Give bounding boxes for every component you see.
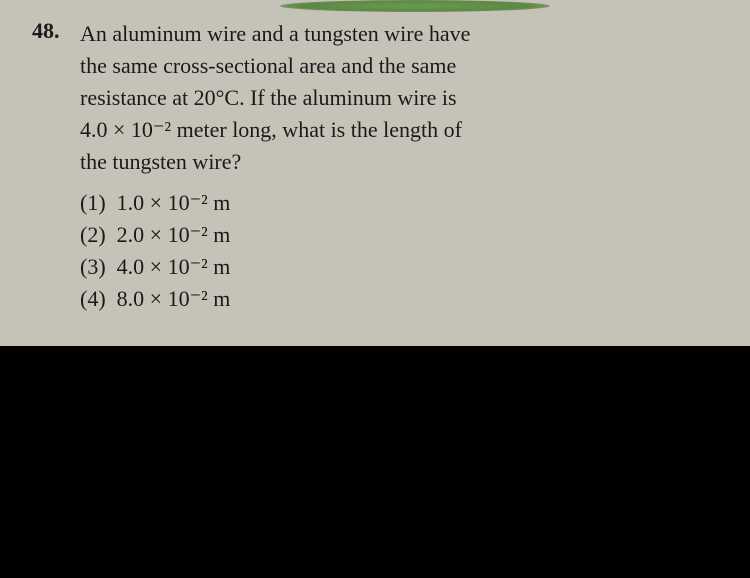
option-3-num: (3) xyxy=(80,254,106,279)
option-3: (3) 4.0 × 10⁻² m xyxy=(80,251,718,283)
option-2: (2) 2.0 × 10⁻² m xyxy=(80,219,718,251)
options-list: (1) 1.0 × 10⁻² m (2) 2.0 × 10⁻² m (3) 4.… xyxy=(80,187,718,315)
highlighter-mark xyxy=(280,0,550,12)
option-3-value: 4.0 × 10⁻² m xyxy=(117,254,231,279)
option-2-value: 2.0 × 10⁻² m xyxy=(117,222,231,247)
question-block: 48. An aluminum wire and a tungsten wire… xyxy=(32,18,718,315)
option-4-value: 8.0 × 10⁻² m xyxy=(117,286,231,311)
question-line-2: the same cross-sectional area and the sa… xyxy=(80,53,456,78)
option-1-value: 1.0 × 10⁻² m xyxy=(117,190,231,215)
question-line-1: An aluminum wire and a tungsten wire hav… xyxy=(80,21,470,46)
option-4: (4) 8.0 × 10⁻² m xyxy=(80,283,718,315)
option-2-num: (2) xyxy=(80,222,106,247)
question-line-5: the tungsten wire? xyxy=(80,149,241,174)
question-content: An aluminum wire and a tungsten wire hav… xyxy=(80,18,718,315)
question-text: An aluminum wire and a tungsten wire hav… xyxy=(80,18,718,177)
question-line-4: 4.0 × 10⁻² meter long, what is the lengt… xyxy=(80,117,462,142)
option-4-num: (4) xyxy=(80,286,106,311)
question-line-3: resistance at 20°C. If the aluminum wire… xyxy=(80,85,457,110)
question-number: 48. xyxy=(32,18,72,44)
option-1: (1) 1.0 × 10⁻² m xyxy=(80,187,718,219)
option-1-num: (1) xyxy=(80,190,106,215)
textbook-page: 48. An aluminum wire and a tungsten wire… xyxy=(0,0,750,346)
